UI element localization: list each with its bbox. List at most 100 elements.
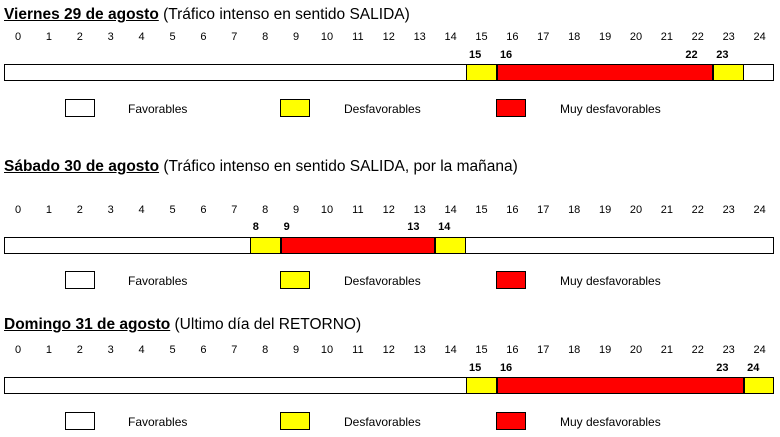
- traffic-segment-unfavorable: [466, 378, 497, 393]
- hour-label: 21: [660, 31, 674, 43]
- hour-label: 22: [691, 204, 704, 216]
- hour-label: 18: [568, 344, 581, 356]
- hour-label: 19: [598, 204, 612, 216]
- hour-label: 18: [568, 204, 581, 216]
- hour-label: 8: [262, 204, 269, 216]
- hour-axis: 0 1 2 3 4 5 6 7 8 9 10 11 12 13 14 15 16 17 18 19 20 21 22 23 24: [0, 344, 780, 358]
- legend-swatch-very-unfavorable: [496, 271, 526, 289]
- hour-label: 9: [293, 204, 300, 216]
- time-mark: 14: [438, 221, 451, 233]
- hour-label: 16: [506, 344, 519, 356]
- hour-label: 21: [660, 344, 674, 356]
- legend-swatch-favorable: [65, 412, 95, 430]
- legend-swatch-very-unfavorable: [496, 412, 526, 430]
- legend-swatch-unfavorable: [280, 99, 310, 117]
- hour-label: 9: [293, 31, 300, 43]
- hour-label: 13: [413, 204, 426, 216]
- time-mark: 8: [252, 221, 259, 233]
- hour-label: 6: [200, 31, 207, 43]
- traffic-segment-unfavorable: [435, 238, 467, 253]
- legend-label-very-unfavorable: Muy desfavorables: [560, 274, 661, 288]
- hour-label: 10: [320, 344, 334, 356]
- hour-label: 4: [138, 344, 145, 356]
- traffic-segment-very-unfavorable: [496, 378, 745, 393]
- hour-axis: 0 1 2 3 4 5 6 7 8 9 10 11 12 13 14 15 16 17 18 19 20 21 22 23 24: [0, 31, 780, 45]
- hour-label: 17: [537, 344, 550, 356]
- hour-label: 24: [753, 344, 766, 356]
- hour-label: 17: [537, 31, 550, 43]
- time-mark: 23: [716, 362, 729, 374]
- traffic-segment-unfavorable: [466, 65, 497, 80]
- hour-label: 23: [722, 344, 735, 356]
- legend-label-very-unfavorable: Muy desfavorables: [560, 415, 661, 429]
- hour-label: 22: [691, 344, 704, 356]
- day-name: Domingo 31 de agosto: [4, 316, 171, 333]
- hour-label: 11: [352, 344, 364, 356]
- legend-swatch-favorable: [65, 271, 95, 289]
- hour-label: 5: [169, 344, 176, 356]
- hour-label: 10: [320, 204, 334, 216]
- hour-label: 2: [76, 344, 83, 356]
- hour-label: 14: [444, 204, 457, 216]
- legend: Favorables Desfavorables Muy desfavorables: [0, 271, 780, 293]
- traffic-segment-unfavorable: [249, 238, 281, 253]
- legend-label-unfavorable: Desfavorables: [344, 274, 421, 288]
- hour-label: 0: [14, 204, 22, 216]
- hour-label: 1: [45, 31, 52, 43]
- traffic-bar: [4, 237, 774, 254]
- hour-label: 0: [14, 344, 22, 356]
- hour-label: 20: [629, 204, 643, 216]
- hour-label: 12: [382, 204, 395, 216]
- day-note: (Tráfico intenso en sentido SALIDA, por …: [159, 158, 518, 175]
- hour-label: 24: [753, 31, 766, 43]
- legend-label-favorable: Favorables: [128, 102, 188, 116]
- hour-label: 11: [352, 31, 364, 43]
- time-mark: 24: [747, 362, 760, 374]
- hour-label: 12: [382, 31, 395, 43]
- hour-label: 7: [231, 31, 238, 43]
- time-marks: 8 9 13 14: [0, 221, 780, 235]
- hour-label: 10: [320, 31, 334, 43]
- hour-label: 3: [107, 31, 114, 43]
- traffic-segment-unfavorable: [713, 65, 745, 80]
- hour-label: 6: [200, 204, 207, 216]
- day-note: (Tráfico intenso en sentido SALIDA): [158, 6, 410, 23]
- hour-label: 7: [231, 204, 238, 216]
- time-mark: 15: [469, 49, 482, 61]
- traffic-bar: [4, 377, 774, 394]
- hour-label: 17: [537, 204, 550, 216]
- day-title: Domingo 31 de agosto (Ultimo día del RET…: [4, 316, 361, 334]
- day-note: (Ultimo día del RETORNO): [170, 316, 362, 333]
- hour-label: 24: [753, 204, 766, 216]
- day-name: Viernes 29 de agosto: [4, 6, 159, 23]
- legend: Favorables Desfavorables Muy desfavorables: [0, 412, 780, 434]
- hour-label: 13: [413, 31, 426, 43]
- legend-swatch-unfavorable: [280, 412, 310, 430]
- traffic-segment-unfavorable: [744, 378, 774, 393]
- legend-label-unfavorable: Desfavorables: [344, 102, 421, 116]
- hour-label: 19: [598, 31, 612, 43]
- hour-label: 1: [45, 344, 52, 356]
- hour-label: 5: [169, 204, 176, 216]
- hour-label: 23: [722, 31, 735, 43]
- hour-label: 14: [444, 31, 457, 43]
- day-name: Sábado 30 de agosto: [4, 158, 160, 175]
- legend-label-favorable: Favorables: [128, 274, 188, 288]
- hour-label: 9: [293, 344, 300, 356]
- hour-label: 12: [382, 344, 395, 356]
- legend-label-unfavorable: Desfavorables: [344, 415, 421, 429]
- time-mark: 9: [283, 221, 290, 233]
- hour-label: 15: [475, 344, 488, 356]
- hour-label: 20: [629, 344, 643, 356]
- day-title: Viernes 29 de agosto (Tráfico intenso en…: [4, 6, 410, 24]
- hour-label: 16: [506, 31, 519, 43]
- hour-label: 0: [14, 31, 22, 43]
- hour-label: 18: [568, 31, 581, 43]
- hour-label: 4: [138, 204, 145, 216]
- hour-axis: 0 1 2 3 4 5 6 7 8 9 10 11 12 13 14 15 16 17 18 19 20 21 22 23 24: [0, 204, 780, 218]
- legend-swatch-favorable: [65, 99, 95, 117]
- hour-label: 22: [691, 31, 704, 43]
- time-mark: 13: [407, 221, 420, 233]
- hour-label: 3: [107, 344, 114, 356]
- hour-label: 6: [200, 344, 207, 356]
